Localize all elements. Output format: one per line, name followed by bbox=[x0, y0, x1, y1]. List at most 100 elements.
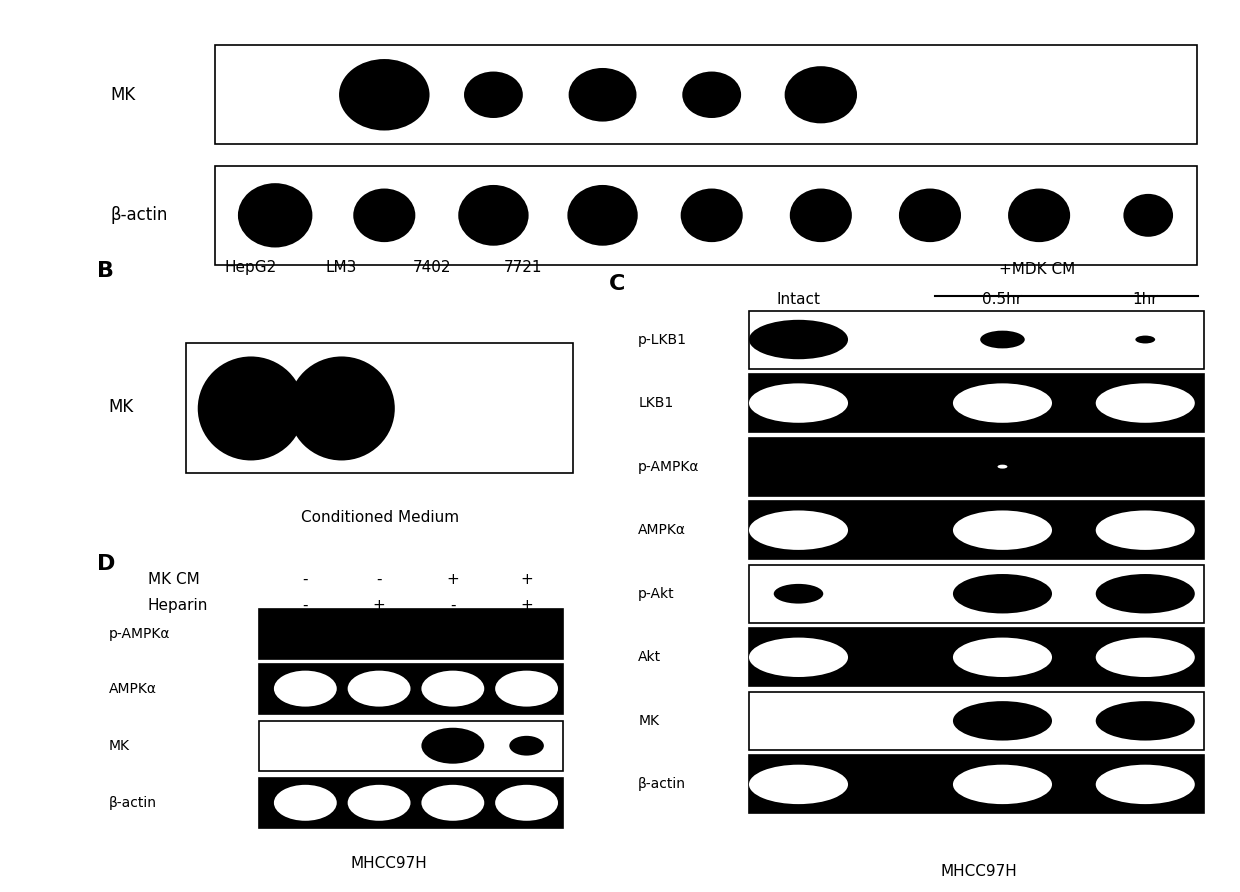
Ellipse shape bbox=[274, 785, 337, 821]
Text: Akt: Akt bbox=[639, 650, 661, 665]
Text: 0.5hr: 0.5hr bbox=[982, 293, 1023, 307]
Ellipse shape bbox=[353, 188, 415, 242]
Text: AMPKα: AMPKα bbox=[639, 524, 686, 537]
Text: +: + bbox=[446, 572, 459, 587]
Ellipse shape bbox=[422, 785, 485, 821]
Ellipse shape bbox=[954, 701, 1052, 740]
Bar bbox=[749, 756, 1204, 814]
Ellipse shape bbox=[238, 183, 312, 247]
Text: p-AMPKα: p-AMPKα bbox=[639, 459, 699, 474]
Ellipse shape bbox=[1096, 701, 1195, 740]
Text: MK: MK bbox=[109, 399, 134, 417]
Ellipse shape bbox=[954, 510, 1052, 549]
Ellipse shape bbox=[749, 510, 848, 549]
Ellipse shape bbox=[790, 188, 852, 242]
Ellipse shape bbox=[954, 384, 1052, 423]
Ellipse shape bbox=[289, 357, 394, 460]
Text: p-AMPKα: p-AMPKα bbox=[109, 627, 170, 641]
Text: MK: MK bbox=[110, 86, 135, 103]
Text: β-actin: β-actin bbox=[109, 796, 157, 810]
Text: -: - bbox=[450, 598, 455, 613]
Text: MK CM: MK CM bbox=[148, 572, 200, 587]
Ellipse shape bbox=[785, 66, 857, 123]
Text: -: - bbox=[303, 598, 308, 613]
Ellipse shape bbox=[954, 764, 1052, 804]
Ellipse shape bbox=[1136, 335, 1156, 343]
Bar bbox=[259, 721, 563, 771]
Bar bbox=[749, 310, 1204, 368]
Ellipse shape bbox=[1123, 194, 1173, 236]
Ellipse shape bbox=[954, 574, 1052, 614]
Ellipse shape bbox=[495, 785, 558, 821]
Ellipse shape bbox=[749, 320, 848, 359]
Bar bbox=[749, 692, 1204, 750]
Text: β-actin: β-actin bbox=[110, 206, 167, 224]
Text: C: C bbox=[609, 274, 625, 293]
Ellipse shape bbox=[997, 465, 1007, 468]
Ellipse shape bbox=[681, 188, 743, 242]
Bar bbox=[749, 438, 1204, 496]
Text: AMPKα: AMPKα bbox=[109, 681, 157, 696]
Text: +: + bbox=[521, 598, 533, 613]
Ellipse shape bbox=[899, 188, 961, 242]
Ellipse shape bbox=[1096, 764, 1195, 804]
Ellipse shape bbox=[197, 357, 304, 460]
Text: p-LKB1: p-LKB1 bbox=[639, 333, 687, 346]
Text: p-Akt: p-Akt bbox=[639, 587, 675, 600]
Text: A: A bbox=[94, 0, 110, 4]
Text: +: + bbox=[521, 572, 533, 587]
Text: -: - bbox=[376, 572, 382, 587]
Text: -: - bbox=[303, 572, 308, 587]
Bar bbox=[749, 374, 1204, 432]
Ellipse shape bbox=[339, 59, 429, 130]
Text: +MDK CM: +MDK CM bbox=[999, 261, 1075, 277]
Ellipse shape bbox=[749, 638, 848, 677]
Text: 7721: 7721 bbox=[503, 260, 542, 275]
Ellipse shape bbox=[1096, 638, 1195, 677]
Ellipse shape bbox=[464, 71, 523, 118]
Text: Intact: Intact bbox=[776, 293, 821, 307]
Text: LM3: LM3 bbox=[326, 260, 357, 275]
Ellipse shape bbox=[1096, 574, 1195, 614]
Text: 1hr: 1hr bbox=[1132, 293, 1158, 307]
Bar bbox=[749, 565, 1204, 623]
Text: MK: MK bbox=[639, 714, 660, 728]
Ellipse shape bbox=[459, 185, 528, 245]
Text: β-actin: β-actin bbox=[639, 778, 686, 791]
Ellipse shape bbox=[422, 671, 485, 706]
Bar bbox=[215, 166, 1198, 265]
Ellipse shape bbox=[568, 185, 637, 245]
Bar bbox=[749, 628, 1204, 686]
Text: LKB1: LKB1 bbox=[639, 396, 673, 410]
Text: 7402: 7402 bbox=[413, 260, 451, 275]
Ellipse shape bbox=[347, 671, 410, 706]
Text: HepG2: HepG2 bbox=[224, 260, 277, 275]
Text: D: D bbox=[97, 554, 115, 574]
Ellipse shape bbox=[682, 71, 742, 118]
Text: +: + bbox=[373, 598, 386, 613]
Bar bbox=[186, 343, 573, 474]
Bar bbox=[259, 664, 563, 714]
Ellipse shape bbox=[980, 331, 1024, 349]
Text: Heparin: Heparin bbox=[148, 598, 208, 613]
Text: MHCC97H: MHCC97H bbox=[941, 863, 1018, 879]
Bar bbox=[749, 501, 1204, 559]
Text: B: B bbox=[97, 260, 114, 281]
Ellipse shape bbox=[569, 68, 636, 121]
Bar bbox=[215, 45, 1198, 145]
Ellipse shape bbox=[1096, 384, 1195, 423]
Ellipse shape bbox=[1008, 188, 1070, 242]
Text: MHCC97H: MHCC97H bbox=[351, 855, 428, 871]
Ellipse shape bbox=[1096, 510, 1195, 549]
Bar bbox=[259, 778, 563, 828]
Ellipse shape bbox=[422, 728, 485, 764]
Text: Conditioned Medium: Conditioned Medium bbox=[300, 510, 459, 525]
Ellipse shape bbox=[749, 384, 848, 423]
Ellipse shape bbox=[510, 736, 544, 756]
Text: MK: MK bbox=[109, 739, 130, 753]
Ellipse shape bbox=[749, 764, 848, 804]
Bar bbox=[259, 609, 563, 659]
Ellipse shape bbox=[954, 638, 1052, 677]
Ellipse shape bbox=[347, 785, 410, 821]
Ellipse shape bbox=[274, 671, 337, 706]
